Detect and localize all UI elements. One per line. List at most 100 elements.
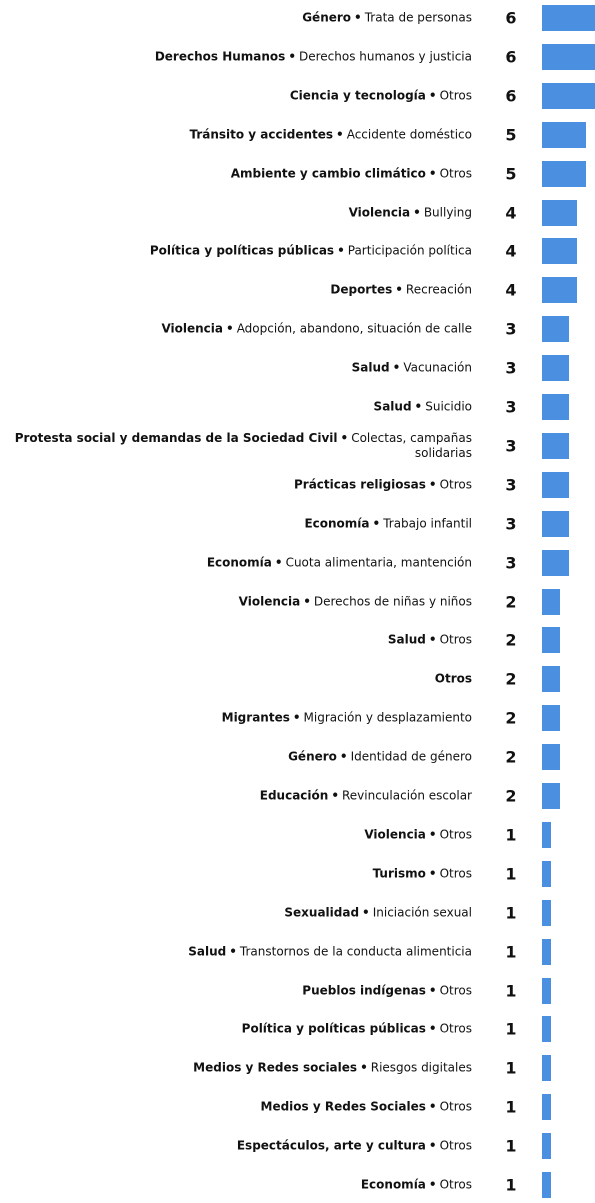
value-label: 1	[505, 825, 517, 845]
category-label: Política y políticas públicas • Participac…	[2, 244, 472, 259]
topic: Espectáculos, arte y cultura	[236, 1138, 426, 1153]
subtopic: Suicidio	[425, 399, 472, 414]
value-label: 2	[505, 669, 517, 689]
row: Violencia • Adopción, abandono, situación …	[0, 314, 595, 344]
bar	[542, 821, 551, 848]
topic: Violencia	[238, 594, 301, 608]
value-label: 2	[505, 786, 517, 806]
category-label: Violencia • Derechos de niñas y niños	[2, 594, 472, 609]
category-label: Salud • Transtornos de la conducta aliment…	[2, 944, 472, 959]
separator: •	[360, 1060, 368, 1075]
subtopic: Otros	[439, 166, 472, 181]
topic: Protesta social y demandas de la Socieda…	[14, 430, 338, 445]
topic: Economía	[304, 516, 370, 531]
category-label: Economía • Trabajo infantil	[2, 516, 472, 531]
separator: •	[303, 594, 311, 608]
value-label: 2	[505, 592, 517, 611]
separator: •	[428, 88, 437, 103]
row: Violencia • Otros 1	[0, 820, 595, 850]
row: Salud • Transtornos de la conducta aliment…	[0, 937, 595, 967]
bar	[542, 43, 595, 70]
row: Prácticas religiosas • Otros 3	[0, 470, 595, 500]
topic: Política y políticas públicas	[241, 1021, 426, 1036]
value-label: 3	[505, 319, 517, 339]
topic: Salud	[351, 360, 390, 375]
topic: Política y políticas públicas	[149, 243, 335, 258]
category-label: Educación • Revinculación escolar	[2, 789, 472, 804]
row: Pueblos indígenas • Otros 1	[0, 976, 595, 1006]
bar	[542, 1172, 551, 1198]
topic: Prácticas religiosas	[293, 477, 426, 492]
subtopic: Vacunación	[403, 360, 472, 375]
topic: Medios y Redes Sociales	[260, 1099, 426, 1114]
row: Salud • Vacunación 3	[0, 353, 595, 383]
bar	[542, 938, 551, 965]
separator: •	[336, 127, 344, 142]
topic: Ambiente y cambio climático	[230, 166, 426, 181]
subtopic: Otros	[439, 88, 472, 103]
subtopic: Cuota alimentaria, mantención	[285, 555, 472, 570]
topic: Turismo	[372, 866, 426, 881]
separator: •	[292, 710, 301, 725]
row: Turismo • Otros 1	[0, 859, 595, 889]
row: Tránsito y accidentes • Accidente doméstic…	[0, 120, 595, 150]
row: Violencia • Bullying 4	[0, 198, 595, 228]
subtopic: Trata de personas	[364, 10, 472, 25]
subtopic: Revinculación escolar	[341, 788, 472, 803]
topic: Género	[302, 10, 352, 25]
value-label: 6	[505, 8, 517, 28]
bar	[542, 1055, 551, 1082]
row: Deportes • Recreación 4	[0, 275, 595, 305]
topic: Migrantes	[221, 710, 290, 725]
topic: Medios y Redes sociales	[193, 1060, 358, 1075]
value-label: 5	[505, 164, 517, 184]
bar	[542, 705, 560, 732]
value-label: 4	[505, 203, 517, 222]
bar	[542, 1094, 551, 1121]
topic: Deportes	[330, 282, 393, 297]
subtopic: Trabajo infantil	[383, 516, 472, 531]
row: Protesta social y demandas de la Socieda…	[0, 431, 595, 461]
category-label: Salud • Suicidio	[2, 400, 472, 415]
subtopic: Otros	[439, 983, 472, 997]
topic: Educación	[259, 788, 329, 803]
row: Medios y Redes sociales • Riesgos digitale…	[0, 1053, 595, 1083]
separator: •	[428, 1177, 437, 1192]
bar	[542, 783, 560, 809]
value-label: 1	[505, 1097, 517, 1117]
value-label: 1	[505, 981, 517, 1000]
value-label: 4	[505, 241, 517, 261]
subtopic: Derechos humanos y justicia	[299, 49, 472, 64]
subtopic: Otros	[439, 1138, 472, 1153]
row: Género • Identidad de género 2	[0, 742, 595, 772]
category-label: Género • Identidad de género	[2, 750, 472, 765]
category-label: Prácticas religiosas • Otros	[2, 477, 472, 492]
separator: •	[395, 282, 403, 297]
row: Salud • Suicidio 3	[0, 392, 595, 422]
value-label: 1	[505, 1175, 517, 1195]
bar	[542, 899, 551, 926]
row: Migrantes • Migración y desplazamiento 2	[0, 703, 595, 733]
category-label: Medios y Redes Sociales • Otros	[2, 1100, 472, 1115]
value-label: 1	[505, 903, 517, 923]
value-label: 3	[505, 514, 517, 534]
category-label: Derechos Humanos • Derechos humanos y just…	[2, 49, 472, 64]
topic: Ciencia y tecnología	[289, 88, 426, 103]
separator: •	[428, 1099, 437, 1114]
subtopic: Riesgos digitales	[370, 1060, 472, 1075]
topic: Violencia	[161, 321, 224, 336]
category-label: Medios y Redes sociales • Riesgos digitale…	[2, 1061, 472, 1076]
value-label: 6	[505, 47, 517, 67]
bar	[542, 432, 569, 459]
category-label: Sexualidad • Iniciación sexual	[2, 905, 472, 920]
separator: •	[428, 1021, 437, 1036]
bar	[542, 471, 569, 498]
separator: •	[340, 430, 349, 445]
value-label: 6	[505, 86, 517, 106]
topic: Violencia	[364, 827, 426, 842]
category-label: Economía • Otros	[2, 1178, 472, 1193]
category-label: Salud • Vacunación	[2, 361, 472, 376]
value-label: 3	[505, 475, 517, 495]
row: Otros 2	[0, 664, 595, 694]
subtopic: Adopción, abandono, situación de calle	[236, 321, 472, 336]
